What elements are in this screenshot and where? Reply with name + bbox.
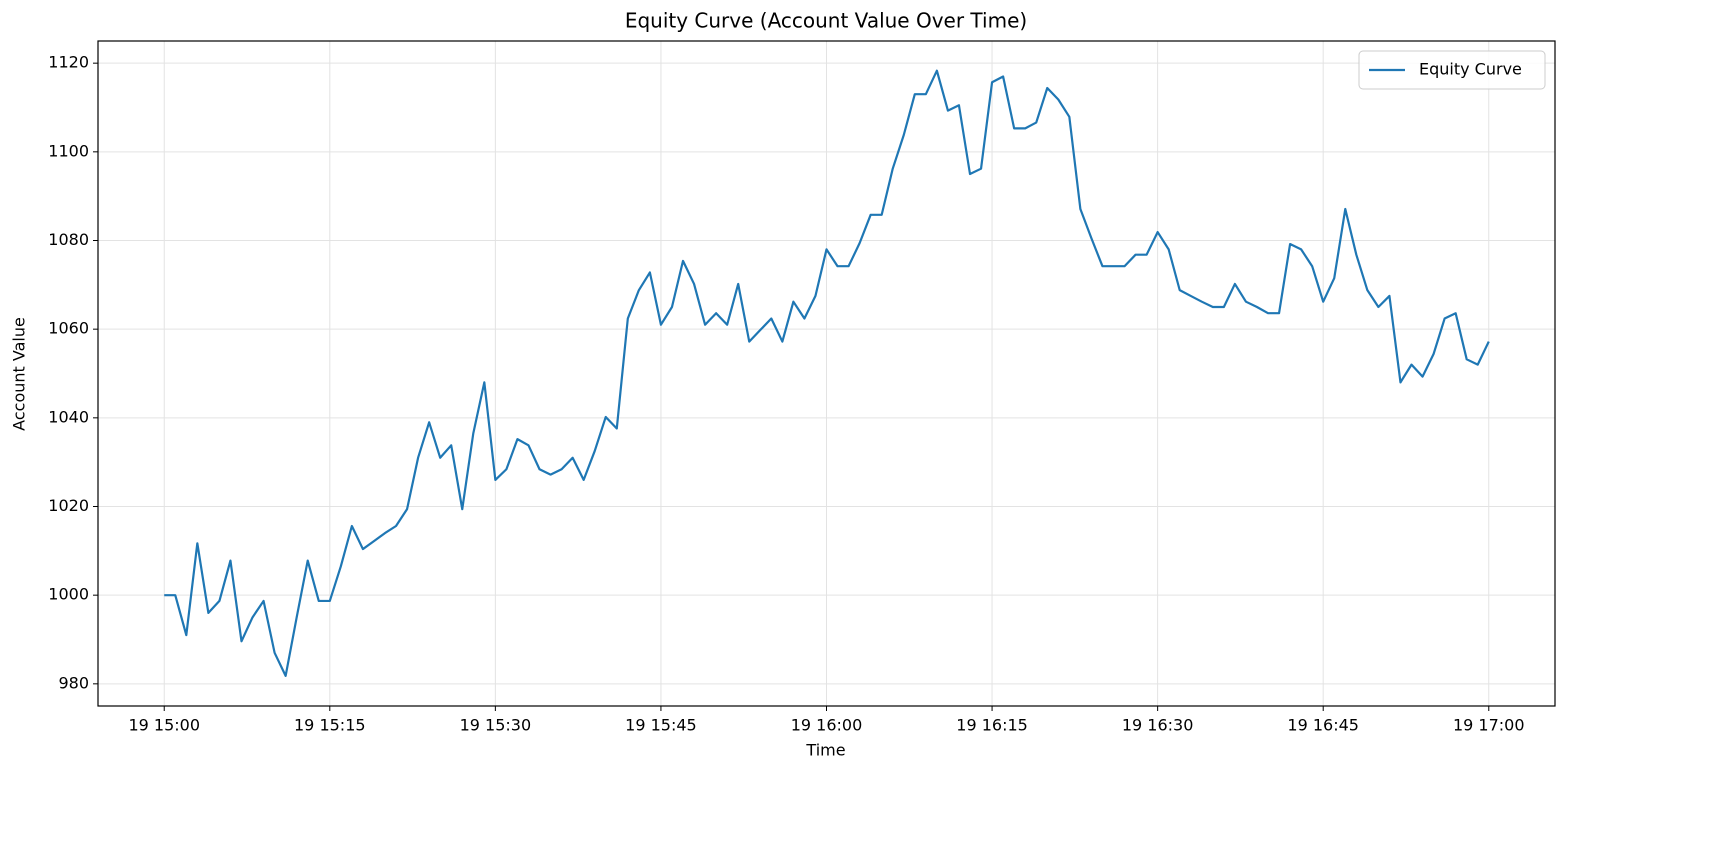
y-tick-label: 1060 bbox=[48, 319, 89, 338]
line-series bbox=[164, 69, 1490, 677]
y-tick-label: 1100 bbox=[48, 141, 89, 160]
y-tick-label: 1000 bbox=[48, 585, 89, 604]
x-tick-label: 19 16:00 bbox=[791, 716, 863, 735]
y-tick-label: 980 bbox=[58, 673, 89, 692]
x-tick-label: 19 15:15 bbox=[294, 716, 366, 735]
x-tick-label: 19 16:30 bbox=[1122, 716, 1194, 735]
y-tick-label: 1020 bbox=[48, 496, 89, 515]
chart-title: Equity Curve (Account Value Over Time) bbox=[625, 9, 1027, 33]
x-tick-label: 19 15:00 bbox=[128, 716, 200, 735]
x-tick-label: 19 15:45 bbox=[625, 716, 697, 735]
y-tick-label: 1080 bbox=[48, 230, 89, 249]
legend-box bbox=[1358, 50, 1546, 90]
x-tick-label: 19 17:00 bbox=[1453, 716, 1525, 735]
x-axis-label: Time bbox=[805, 741, 845, 760]
x-tick-label: 19 16:45 bbox=[1287, 716, 1359, 735]
x-tick-label: 19 16:15 bbox=[956, 716, 1028, 735]
y-tick-label: 1120 bbox=[48, 53, 89, 72]
legend-label: Equity Curve bbox=[1419, 60, 1522, 79]
y-tick-label: 1040 bbox=[48, 407, 89, 426]
plot-frame bbox=[97, 40, 1556, 707]
y-axis-label: Account Value bbox=[10, 317, 29, 431]
x-tick-label: 19 15:30 bbox=[460, 716, 532, 735]
